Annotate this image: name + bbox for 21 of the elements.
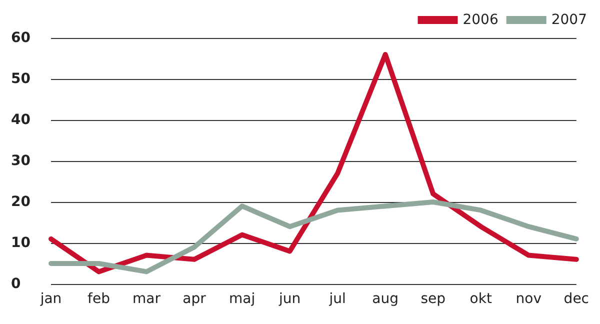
x-tick-label: maj bbox=[229, 291, 256, 307]
y-tick-label: 40 bbox=[11, 112, 31, 128]
x-tick-label: apr bbox=[182, 291, 206, 307]
legend-label: 2006 bbox=[462, 12, 498, 28]
legend-label: 2007 bbox=[551, 12, 588, 28]
y-tick-label: 20 bbox=[11, 194, 31, 210]
y-tick-label: 30 bbox=[11, 153, 31, 169]
x-tick-label: jun bbox=[278, 291, 301, 307]
y-tick-label: 10 bbox=[11, 235, 31, 251]
x-tick-label: jul bbox=[328, 291, 346, 307]
y-tick-label: 60 bbox=[11, 30, 31, 46]
x-tick-label: okt bbox=[470, 291, 492, 307]
y-tick-label: 50 bbox=[11, 71, 31, 87]
x-tick-label: dec bbox=[564, 291, 590, 307]
y-tick-label: 0 bbox=[11, 276, 21, 292]
x-tick-label: jan bbox=[39, 291, 62, 307]
x-tick-label: aug bbox=[372, 291, 399, 307]
x-tick-label: feb bbox=[88, 291, 110, 307]
x-tick-label: nov bbox=[516, 291, 542, 307]
x-tick-label: sep bbox=[420, 291, 446, 307]
x-tick-label: mar bbox=[132, 291, 161, 307]
